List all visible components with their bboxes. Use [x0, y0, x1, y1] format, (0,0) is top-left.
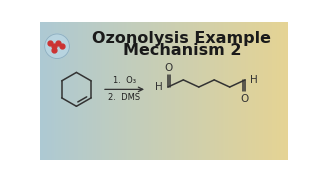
Text: H: H [250, 75, 258, 85]
Text: Ozonolysis Example: Ozonolysis Example [92, 31, 271, 46]
Text: Mechanism 2: Mechanism 2 [123, 43, 241, 58]
Text: O: O [240, 94, 249, 104]
Circle shape [45, 34, 69, 59]
Text: 1.  O₃: 1. O₃ [113, 76, 136, 85]
Text: H: H [156, 82, 163, 92]
Text: 2.  DMS: 2. DMS [108, 93, 140, 102]
Text: O: O [164, 63, 173, 73]
